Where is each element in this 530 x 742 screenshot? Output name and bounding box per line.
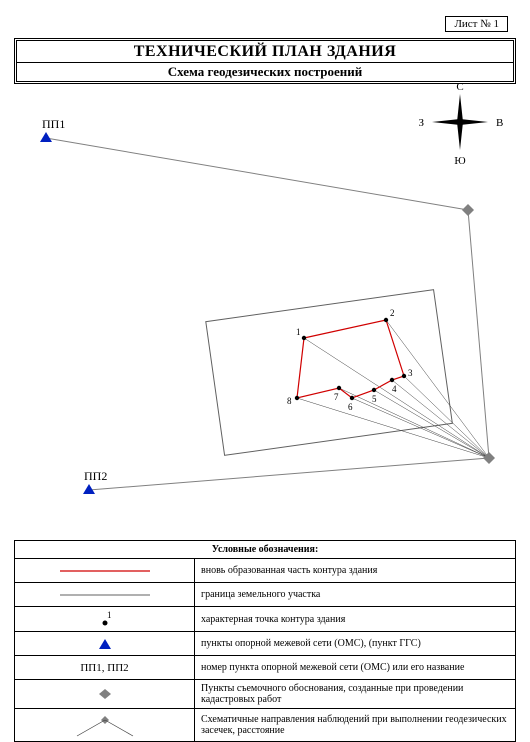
sight-lines-icon [65, 712, 145, 738]
diamond-icon [95, 687, 115, 701]
geodetic-diagram: С Ю В З [14, 80, 516, 540]
compass-s: Ю [454, 155, 465, 167]
point-label: 5 [372, 394, 377, 404]
legend-text: номер пункта опорной межевой сети (ОМС) … [195, 656, 516, 680]
legend-text: характерная точка контура здания [195, 607, 516, 632]
header: ТЕХНИЧЕСКИЙ ПЛАН ЗДАНИЯ Схема геодезичес… [14, 38, 516, 84]
legend-text: пункты опорной межевой сети (ОМС), (пунк… [195, 632, 516, 656]
legend-text: Схематичные направления наблюдений при в… [195, 709, 516, 742]
sheet-label: Лист № 1 [445, 16, 508, 32]
legend-row: 1 характерная точка контура здания [15, 607, 516, 632]
legend-table: Условные обозначения: вновь образованная… [14, 540, 516, 742]
survey-point-1 [462, 204, 474, 216]
legend-row: Пункты съемочного обоснования, созданные… [15, 680, 516, 709]
legend-text: Пункты съемочного обоснования, созданные… [195, 680, 516, 709]
legend-symbol-diamond [15, 680, 195, 709]
document-subtitle: Схема геодезических построений [17, 63, 513, 81]
point-label: 2 [390, 308, 395, 318]
legend-symbol-red-line [15, 559, 195, 583]
point-label: 8 [287, 396, 292, 406]
char-point-icon: 1 [90, 610, 120, 628]
building-contour [297, 320, 404, 398]
control-point-pp2: ПП2 [83, 469, 107, 494]
point-label: 7 [334, 392, 339, 402]
legend-symbol-pp-text: ПП1, ПП2 [15, 656, 195, 680]
grey-line-icon [55, 590, 155, 600]
legend-symbol-triangle [15, 632, 195, 656]
point-label: 1 [296, 327, 301, 337]
compass-w: З [418, 117, 424, 129]
legend-text: вновь образованная часть контура здания [195, 559, 516, 583]
legend-header: Условные обозначения: [15, 541, 516, 559]
legend-text: граница земельного участка [195, 583, 516, 607]
control-point-pp1: ПП1 [40, 117, 65, 142]
pp2-label: ПП2 [84, 469, 107, 483]
document-title: ТЕХНИЧЕСКИЙ ПЛАН ЗДАНИЯ [17, 41, 513, 63]
red-line-icon [55, 566, 155, 576]
diagram-area: С Ю В З [14, 80, 516, 738]
compass-rose-icon: С Ю В З [418, 81, 503, 167]
pp-sample-label: ПП1, ПП2 [80, 662, 128, 674]
page: Лист № 1 ТЕХНИЧЕСКИЙ ПЛАН ЗДАНИЯ Схема г… [0, 0, 530, 738]
point-label: 6 [348, 402, 353, 412]
legend-row: Схематичные направления наблюдений при в… [15, 709, 516, 742]
compass-e: В [496, 117, 503, 129]
legend-row: пункты опорной межевой сети (ОМС), (пунк… [15, 632, 516, 656]
sheet-label-text: Лист № 1 [454, 18, 499, 30]
compass-n: С [456, 81, 463, 93]
legend-symbol-char-point: 1 [15, 607, 195, 632]
parcel-boundary [206, 290, 453, 456]
legend-row: ПП1, ПП2 номер пункта опорной межевой се… [15, 656, 516, 680]
legend-symbol-grey-line [15, 583, 195, 607]
point-label: 4 [392, 384, 397, 394]
pp1-label: ПП1 [42, 117, 65, 131]
triangle-icon [95, 637, 115, 651]
legend-row: граница земельного участка [15, 583, 516, 607]
point-label: 3 [408, 368, 413, 378]
legend-row: вновь образованная часть контура здания [15, 559, 516, 583]
svg-text:1: 1 [107, 610, 112, 620]
legend-symbol-sight-lines [15, 709, 195, 742]
